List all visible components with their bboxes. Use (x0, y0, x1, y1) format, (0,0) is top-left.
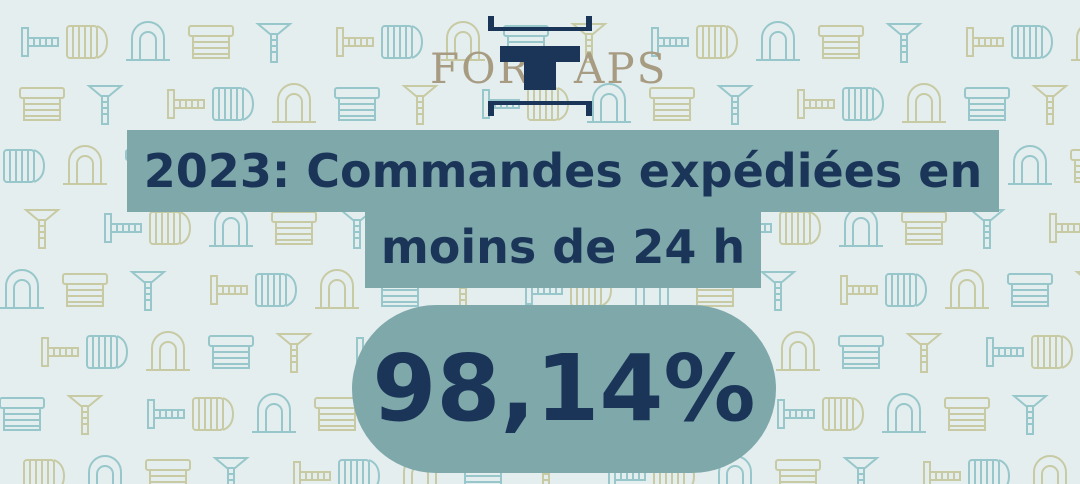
pipe-clip-icon (944, 269, 990, 309)
pipe-clip-icon (271, 83, 317, 123)
tube-insert-icon (208, 335, 254, 369)
end-cap-icon (696, 25, 738, 59)
leveling-foot-icon (25, 209, 59, 249)
pipe-clip-icon (901, 83, 947, 123)
pipe-clip-icon (775, 331, 821, 371)
screw-icon (336, 27, 374, 57)
tube-insert-icon (944, 397, 990, 431)
end-cap-icon (255, 273, 297, 307)
stat-pill-background (352, 305, 776, 473)
pipe-clip-icon (62, 145, 108, 185)
headline-line-2: moins de 24 h (365, 212, 761, 288)
leveling-foot-icon (214, 457, 248, 484)
leveling-foot-icon (907, 333, 941, 373)
leveling-foot-icon (1013, 395, 1047, 435)
leveling-foot-icon (277, 333, 311, 373)
end-cap-icon (885, 273, 927, 307)
leveling-foot-icon (844, 457, 878, 484)
end-cap-icon (192, 397, 234, 431)
screw-icon (840, 275, 878, 305)
tube-insert-icon (1007, 273, 1053, 307)
leveling-foot-icon (68, 395, 102, 435)
end-cap-icon (1011, 25, 1053, 59)
end-cap-icon (23, 459, 65, 484)
end-cap-icon (842, 87, 884, 121)
headline-line-1: 2023: Commandes expédiées en (127, 130, 999, 212)
screw-icon (293, 461, 331, 484)
tube-insert-icon (964, 87, 1010, 121)
end-cap-icon (66, 25, 108, 59)
pipe-clip-icon (1027, 455, 1073, 484)
tube-insert-icon (838, 335, 884, 369)
pipe-clip-icon (251, 393, 297, 433)
end-cap-icon (86, 335, 128, 369)
screw-icon (966, 27, 1004, 57)
pipe-clip-icon (208, 207, 254, 247)
pipe-clip-icon (125, 21, 171, 61)
tube-insert-icon (145, 459, 191, 484)
screw-icon (147, 399, 185, 429)
tube-insert-icon (775, 459, 821, 484)
pipe-clip-icon (755, 21, 801, 61)
screw-icon (21, 27, 59, 57)
pipe-clip-icon (838, 207, 884, 247)
pipe-clip-icon (1070, 21, 1080, 61)
end-cap-icon (968, 459, 1010, 484)
screw-icon (923, 461, 961, 484)
screw-icon (986, 337, 1024, 367)
end-cap-icon (212, 87, 254, 121)
tube-insert-icon (818, 25, 864, 59)
screw-icon (104, 213, 142, 243)
pipe-clip-icon (314, 269, 360, 309)
leveling-foot-icon (718, 85, 752, 125)
screw-icon (210, 275, 248, 305)
end-cap-icon (149, 211, 191, 245)
leveling-foot-icon (131, 271, 165, 311)
stat-value: 98,14% (372, 335, 756, 442)
leveling-foot-icon (1033, 85, 1067, 125)
screw-icon (41, 337, 79, 367)
tube-insert-icon (901, 211, 947, 245)
screw-icon (167, 89, 205, 119)
tube-insert-icon (1070, 149, 1080, 183)
logo-t-mark (488, 16, 592, 116)
pipe-clip-icon (0, 269, 45, 309)
tube-insert-icon (271, 211, 317, 245)
leveling-foot-icon (88, 85, 122, 125)
fortaps-logo: FOR APS (420, 12, 665, 116)
leveling-foot-icon (257, 23, 291, 63)
end-cap-icon (1031, 335, 1073, 369)
tube-insert-icon (0, 397, 45, 431)
end-cap-icon (822, 397, 864, 431)
end-cap-icon (381, 25, 423, 59)
pipe-clip-icon (881, 393, 927, 433)
screw-icon (777, 399, 815, 429)
pipe-clip-icon (145, 331, 191, 371)
screw-icon (797, 89, 835, 119)
pipe-clip-icon (1007, 145, 1053, 185)
tube-insert-icon (188, 25, 234, 59)
tube-insert-icon (62, 273, 108, 307)
logo-text-right: APS (574, 44, 668, 93)
tube-insert-icon (334, 87, 380, 121)
tube-insert-icon (19, 87, 65, 121)
end-cap-icon (779, 211, 821, 245)
leveling-foot-icon (970, 209, 1004, 249)
end-cap-icon (3, 149, 45, 183)
leveling-foot-icon (887, 23, 921, 63)
screw-icon (1049, 213, 1080, 243)
pipe-clip-icon (82, 455, 128, 484)
